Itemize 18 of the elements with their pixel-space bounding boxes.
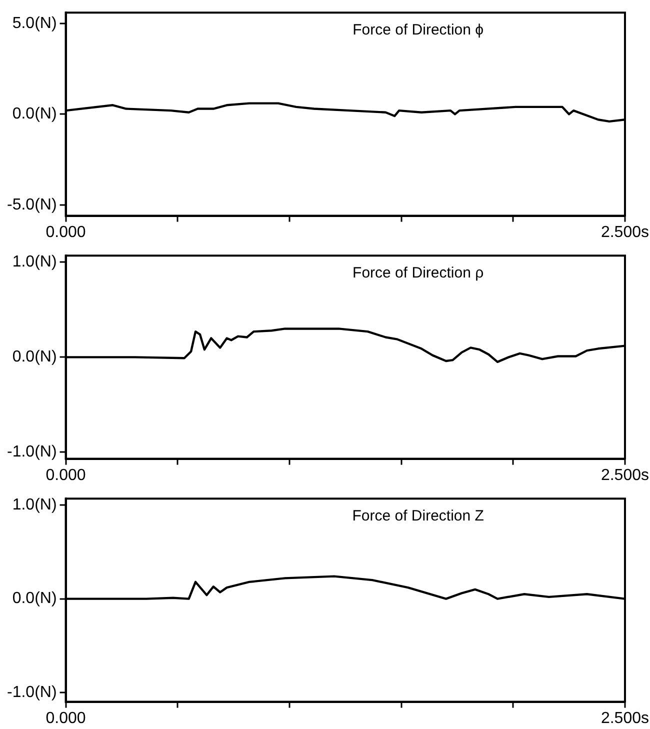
- y-tick-label: 0.0(N): [12, 348, 57, 366]
- y-tick-label: 1.0(N): [12, 496, 57, 514]
- y-tick-label: 0.0(N): [12, 106, 57, 123]
- x-tick-label: 2.500s: [600, 710, 650, 727]
- x-tick-label: 0.000: [46, 224, 86, 241]
- text: Force of Direction ρ: [352, 264, 484, 282]
- text: Force of Direction Z: [352, 508, 484, 525]
- y-tick-label: 5.0(N): [12, 14, 57, 32]
- y-tick-label: -5.0(N): [7, 196, 57, 214]
- x-tick-label: 2.500s: [600, 224, 650, 241]
- y-tick-label: -1.0(N): [7, 684, 57, 701]
- text: Force of Direction ϕ: [352, 22, 484, 39]
- x-tick-label: 2.500s: [600, 466, 650, 484]
- y-tick-label: 0.0(N): [12, 590, 57, 608]
- y-tick-label: -1.0(N): [7, 444, 57, 461]
- x-tick-label: 0.000: [46, 466, 86, 484]
- x-tick-label: 0.000: [46, 710, 86, 727]
- y-tick-label: 1.0(N): [12, 254, 57, 271]
